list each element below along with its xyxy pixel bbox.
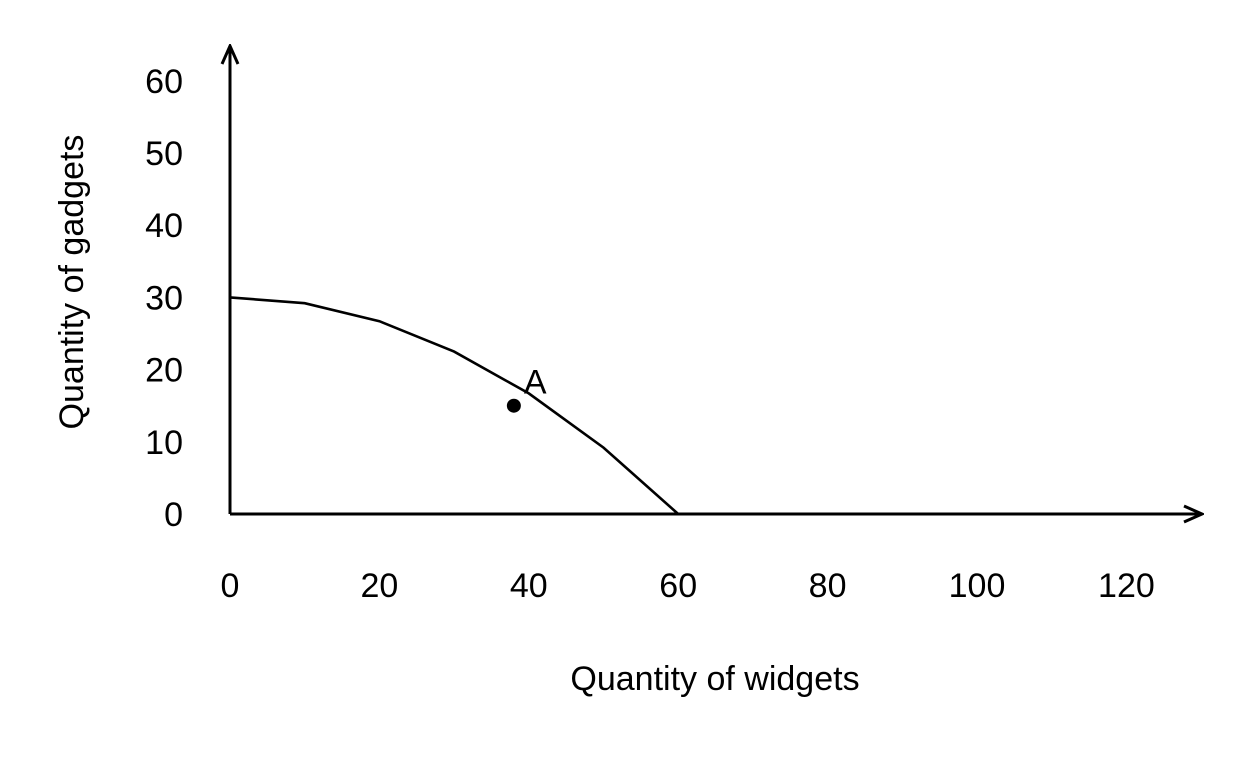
x-tick-label: 0 <box>221 567 240 605</box>
y-tick-label: 20 <box>145 352 183 390</box>
y-tick-label: 30 <box>145 279 183 317</box>
point-label: A <box>524 364 547 402</box>
y-tick-labels: 0 10 20 30 40 50 60 <box>145 63 183 534</box>
y-tick-label: 50 <box>145 135 183 173</box>
y-tick-label: 60 <box>145 63 183 101</box>
x-tick-label: 100 <box>949 567 1006 605</box>
ppf-curve <box>229 296 680 515</box>
y-tick-label: 10 <box>145 424 183 462</box>
y-axis-label: Quantity of gadgets <box>53 135 91 430</box>
x-tick-label: 120 <box>1098 567 1155 605</box>
y-tick-label: 40 <box>145 207 183 245</box>
x-tick-label: 40 <box>510 567 548 605</box>
x-axis-label: Quantity of widgets <box>570 660 859 698</box>
y-tick-label: 0 <box>164 496 183 534</box>
point-marker <box>506 398 521 413</box>
x-tick-label: 80 <box>809 567 847 605</box>
points-layer: A <box>506 364 547 413</box>
x-tick-label: 20 <box>360 567 398 605</box>
x-tick-labels: 0 20 40 60 80 100 120 <box>221 567 1155 605</box>
x-tick-label: 60 <box>659 567 697 605</box>
